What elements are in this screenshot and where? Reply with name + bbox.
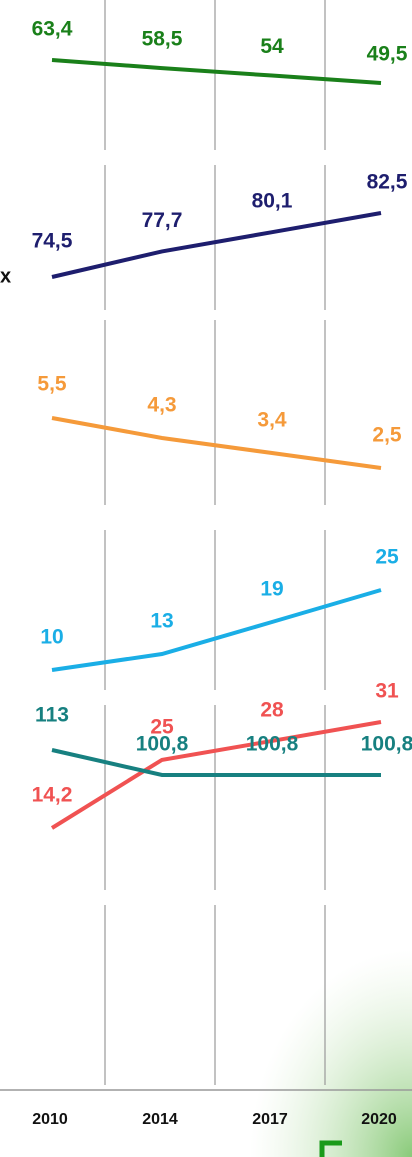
value-label: 5,5 xyxy=(37,373,67,396)
value-label: 4,3 xyxy=(147,394,176,417)
value-label: 49,5 xyxy=(367,43,408,66)
value-label: 63,4 xyxy=(32,18,73,41)
value-label: 82,5 xyxy=(367,171,408,194)
value-label: 25 xyxy=(375,546,399,569)
x-tick-label: 2014 xyxy=(142,1111,178,1128)
value-label: 10 xyxy=(40,626,63,649)
value-label: 3,4 xyxy=(257,409,287,432)
value-label: 13 xyxy=(150,610,173,633)
line xyxy=(51,416,382,470)
value-label: 31 xyxy=(375,680,399,703)
value-label: 25 xyxy=(150,715,174,738)
value-label: 54 xyxy=(260,35,284,58)
x-tick-label: 2017 xyxy=(252,1111,288,1128)
value-label: 80,1 xyxy=(252,190,293,213)
value-label: 2,5 xyxy=(372,424,402,447)
value-label: 74,5 xyxy=(32,230,73,253)
decoration xyxy=(250,950,412,1157)
value-label: 113 xyxy=(35,704,69,727)
line xyxy=(51,211,382,279)
line xyxy=(50,720,382,830)
value-label: 100,8 xyxy=(136,733,189,756)
value-label: 100,8 xyxy=(361,733,412,756)
value-label: 100,8 xyxy=(246,733,299,756)
value-label: 58,5 xyxy=(142,28,183,51)
x-tick-label: 2010 xyxy=(32,1111,68,1128)
value-label: 77,7 xyxy=(142,209,183,232)
value-label: 14,2 xyxy=(32,784,73,807)
x-tick-label: 2020 xyxy=(361,1111,397,1128)
line xyxy=(51,748,381,777)
icon xyxy=(319,1140,342,1157)
value-label: 28 xyxy=(260,698,284,721)
value-label: 19 xyxy=(260,578,283,601)
line xyxy=(51,58,382,85)
line xyxy=(51,588,382,672)
annotation: x xyxy=(0,265,11,287)
